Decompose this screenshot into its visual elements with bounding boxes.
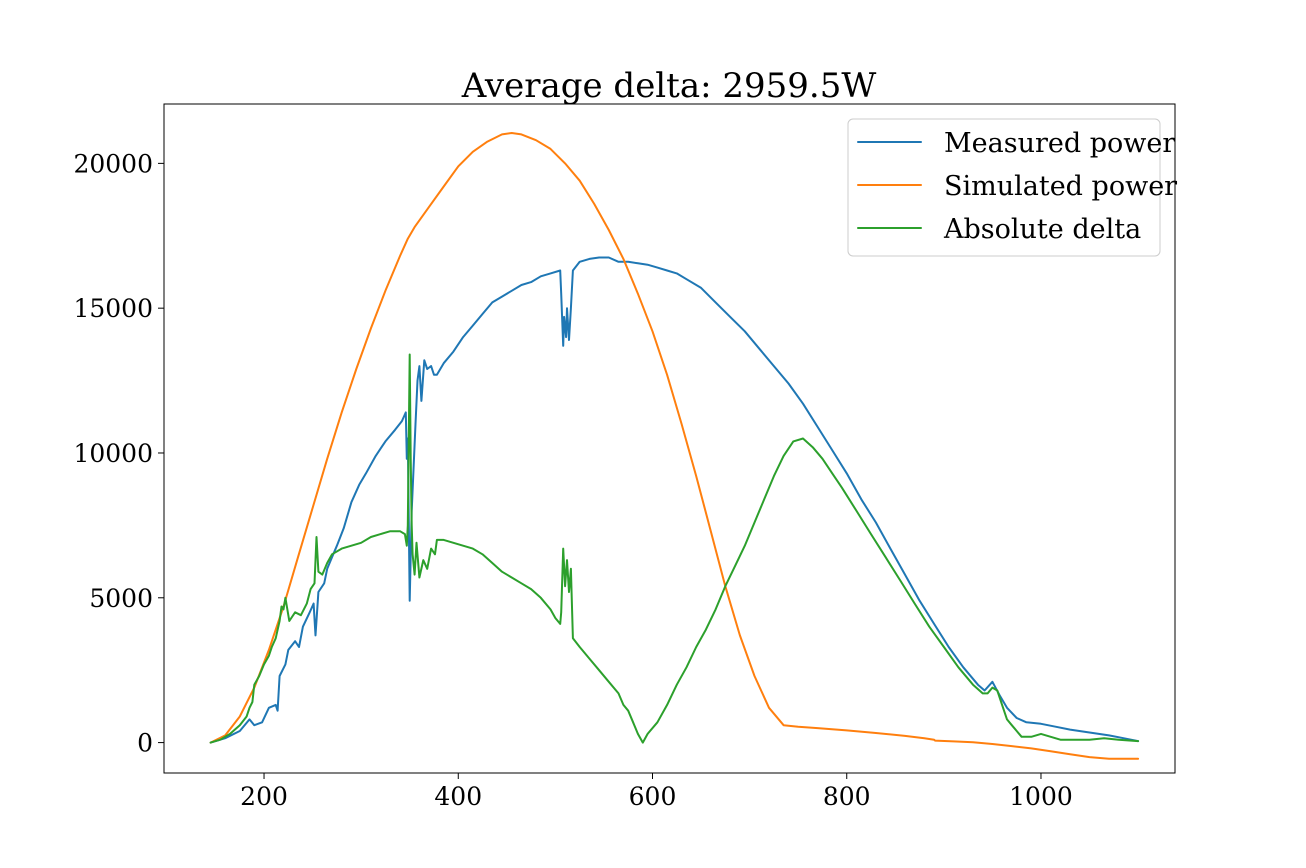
- y-tick-label: 10000: [73, 439, 153, 468]
- x-tick-label: 600: [629, 782, 677, 811]
- series-line-absolute-delta: [209, 353, 1140, 744]
- axes-frame: [163, 103, 1176, 774]
- y-tick-label: 5000: [89, 584, 153, 613]
- x-tick-label: 1000: [1009, 782, 1073, 811]
- legend: Measured power Simulated power Absolute …: [847, 118, 1177, 257]
- y-tick-label: 20000: [73, 149, 153, 178]
- series-line-measured-power: [209, 256, 1140, 744]
- series-layer: [209, 132, 1140, 760]
- legend-label-simulated-power: Simulated power: [944, 171, 1177, 202]
- legend-frame: [847, 118, 1161, 257]
- x-tick-label: 400: [434, 782, 482, 811]
- legend-label-measured-power: Measured power: [944, 128, 1175, 159]
- x-tick-label: 200: [240, 782, 288, 811]
- legend-label-absolute-delta: Absolute delta: [943, 214, 1141, 245]
- y-tick-label: 0: [137, 729, 153, 758]
- x-tick-label: 800: [823, 782, 871, 811]
- x-axis: 200 400 600 800 1000: [240, 773, 1073, 811]
- series-line-simulated-power: [209, 132, 1140, 760]
- y-tick-label: 15000: [73, 294, 153, 323]
- chart-title: Average delta: 2959.5W: [461, 66, 877, 106]
- y-axis: 0 5000 10000 15000 20000: [73, 149, 164, 758]
